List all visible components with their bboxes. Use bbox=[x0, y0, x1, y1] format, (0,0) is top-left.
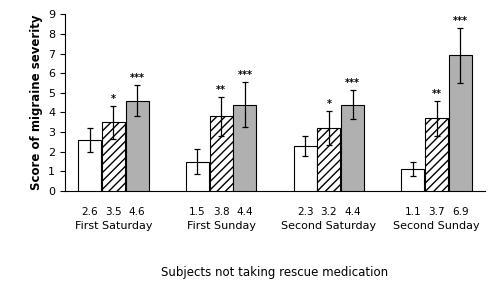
Text: 4.4: 4.4 bbox=[344, 207, 361, 217]
Text: 4.6: 4.6 bbox=[129, 207, 146, 217]
Text: ***: *** bbox=[238, 70, 252, 80]
Text: 3.8: 3.8 bbox=[213, 207, 230, 217]
Bar bbox=[210, 116, 233, 191]
Text: 6.9: 6.9 bbox=[452, 207, 468, 217]
Text: First Sunday: First Sunday bbox=[186, 221, 256, 231]
Text: 3.5: 3.5 bbox=[105, 207, 122, 217]
Text: *: * bbox=[326, 99, 332, 109]
Bar bbox=[102, 122, 125, 191]
Text: 3.7: 3.7 bbox=[428, 207, 445, 217]
Text: 1.5: 1.5 bbox=[189, 207, 206, 217]
Bar bbox=[448, 56, 472, 191]
Bar bbox=[318, 128, 340, 191]
Text: 3.2: 3.2 bbox=[320, 207, 337, 217]
Text: 2.6: 2.6 bbox=[82, 207, 98, 217]
Text: **: ** bbox=[216, 85, 226, 95]
Text: Second Sunday: Second Sunday bbox=[393, 221, 480, 231]
Bar bbox=[78, 140, 102, 191]
Text: ***: *** bbox=[452, 16, 468, 26]
Y-axis label: Score of migraine severity: Score of migraine severity bbox=[30, 15, 43, 190]
Text: ***: *** bbox=[345, 78, 360, 88]
Bar bbox=[186, 162, 209, 191]
Text: 1.1: 1.1 bbox=[404, 207, 421, 217]
Bar bbox=[126, 101, 148, 191]
Text: Subjects not taking rescue medication: Subjects not taking rescue medication bbox=[162, 266, 388, 279]
Text: **: ** bbox=[432, 89, 442, 99]
Text: First Saturday: First Saturday bbox=[74, 221, 152, 231]
Text: *: * bbox=[111, 93, 116, 103]
Bar bbox=[402, 169, 424, 191]
Text: ***: *** bbox=[130, 73, 144, 83]
Bar bbox=[234, 105, 256, 191]
Text: Second Saturday: Second Saturday bbox=[282, 221, 376, 231]
Text: 4.4: 4.4 bbox=[236, 207, 253, 217]
Bar bbox=[294, 146, 316, 191]
Bar bbox=[341, 105, 364, 191]
Bar bbox=[425, 118, 448, 191]
Text: 2.3: 2.3 bbox=[297, 207, 314, 217]
